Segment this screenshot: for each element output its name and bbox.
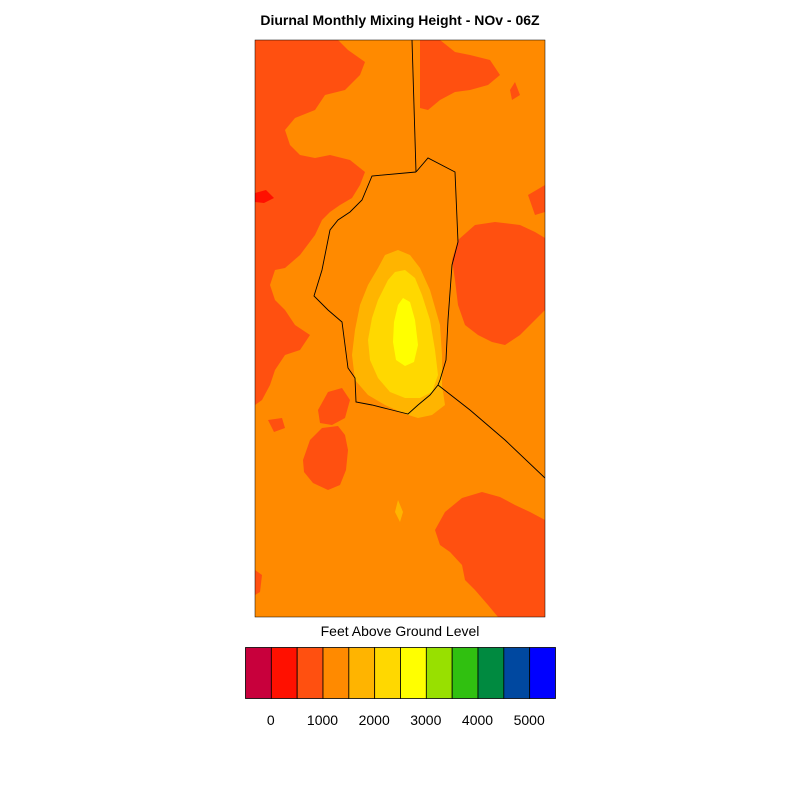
colorbar-swatch — [400, 647, 427, 699]
colorbar-label: Feet Above Ground Level — [320, 623, 480, 639]
colorbar — [245, 647, 556, 699]
colorbar-tick-label: 0 — [266, 712, 275, 728]
colorbar-tick-label: 2000 — [358, 712, 390, 728]
colorbar-swatch — [374, 647, 401, 699]
field-dark-orange — [255, 40, 545, 617]
colorbar-swatch — [270, 647, 298, 699]
map-frame — [254, 39, 546, 618]
colorbar-swatch — [503, 647, 531, 699]
chart-title: Diurnal Monthly Mixing Height - NOv - 06… — [260, 12, 540, 28]
colorbar-swatch — [348, 647, 376, 699]
colorbar-tick-label: 5000 — [513, 712, 545, 728]
colorbar-swatch — [245, 647, 272, 699]
colorbar-swatch — [425, 647, 453, 699]
colorbar-tick-label: 4000 — [461, 712, 494, 728]
colorbar-swatch — [296, 647, 324, 699]
colorbar-swatch — [451, 647, 479, 699]
colorbar-swatch — [529, 647, 556, 699]
colorbar-swatch — [477, 647, 505, 699]
field-yellow — [393, 298, 418, 366]
field-red — [255, 190, 274, 203]
colorbar-tick-label: 1000 — [306, 712, 339, 728]
boundary-lines — [313, 40, 545, 479]
colorbar-tick-label: 3000 — [410, 712, 442, 728]
colorbar-swatch — [322, 647, 350, 699]
